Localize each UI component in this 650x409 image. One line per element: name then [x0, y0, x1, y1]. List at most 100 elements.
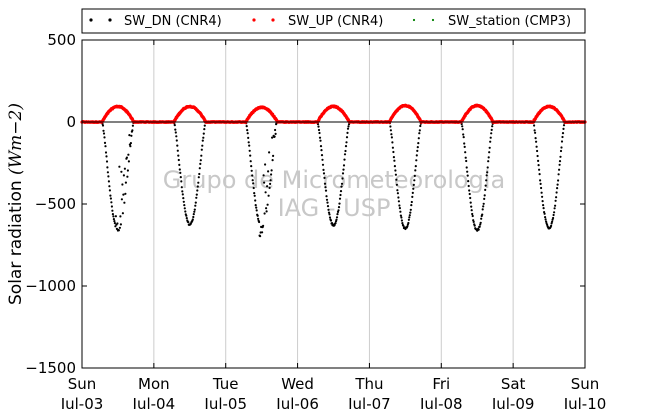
sw-dn-point: [328, 216, 332, 219]
sw-dn-point: [551, 220, 554, 223]
sw-dn-point: [119, 215, 122, 218]
sw-dn-point: [536, 154, 539, 158]
sw-dn-point: [533, 129, 536, 132]
sw-dn-point: [198, 167, 201, 170]
sw-dn-point: [253, 192, 256, 195]
sw-dn-point: [557, 179, 560, 182]
sw-dn-point: [412, 183, 415, 186]
sw-dn-point: [321, 158, 324, 161]
sw-dn-point: [263, 212, 266, 215]
sw-dn-point: [319, 145, 323, 148]
sw-dn-point: [319, 139, 322, 142]
sw-dn-point: [187, 221, 190, 224]
sw-dn-point: [183, 204, 186, 207]
sw-dn-point: [195, 196, 198, 199]
sw-dn-point: [534, 131, 537, 134]
sw-dn-point: [338, 202, 341, 205]
sw-dn-point: [336, 213, 339, 216]
sw-dn-point: [482, 202, 485, 205]
sw-dn-point: [325, 198, 329, 201]
sw-dn-point: [545, 220, 548, 223]
sw-dn-point: [318, 131, 321, 135]
sw-dn-point: [469, 201, 472, 204]
sw-dn-point: [126, 175, 129, 178]
sw-dn-point: [544, 218, 547, 221]
sw-dn-point: [101, 124, 105, 127]
sw-dn-point: [347, 123, 351, 126]
sw-dn-point: [257, 217, 260, 220]
sw-dn-point: [408, 214, 411, 217]
sw-dn-point: [408, 216, 411, 219]
sw-dn-point: [467, 180, 470, 183]
sw-dn-point: [464, 156, 467, 159]
y-axis-label-text: Solar radiation: [6, 175, 26, 305]
sw-dn-point: [130, 134, 133, 137]
sw-dn-point: [472, 219, 475, 222]
sw-dn-point: [318, 136, 322, 139]
sw-dn-point: [409, 208, 412, 211]
x-tick-labels: Sun Jul-03 Mon Jul-04 Tue Jul-05 Wed Jul-06 Thu J…: [60, 375, 607, 409]
sw-dn-point: [338, 197, 342, 200]
sw-dn-point: [268, 186, 271, 189]
sw-dn-point: [102, 129, 105, 132]
sw-dn-point: [339, 190, 343, 193]
sw-dn-point: [252, 182, 255, 185]
sw-dn-point: [253, 194, 256, 197]
sw-dn-point: [473, 224, 476, 227]
y-axis-label: Solar radiation (Wm−2): [6, 103, 26, 305]
sw-dn-point: [179, 176, 182, 179]
sw-dn-point: [269, 182, 272, 185]
sw-dn-point: [484, 188, 487, 191]
sw-dn-point: [246, 129, 249, 132]
sw-dn-point: [486, 166, 489, 169]
sw-dn-point: [323, 182, 327, 185]
sw-dn-point: [110, 205, 113, 208]
sw-dn-point: [485, 179, 488, 182]
sw-dn-point: [413, 174, 416, 177]
sw-dn-point: [181, 190, 184, 193]
sw-dn-point: [328, 213, 331, 216]
sw-dn-point: [193, 210, 196, 213]
sw-dn-point: [178, 163, 181, 166]
sw-dn-point: [197, 176, 200, 179]
sw-dn-point: [124, 192, 127, 195]
sw-dn-point: [180, 180, 183, 183]
legend-marker: [89, 18, 93, 22]
sw-dn-point: [265, 207, 268, 210]
sw-dn-point: [113, 220, 116, 223]
legend: SW_DN (CNR4) SW_UP (CNR4) SW_station (CMP3…: [81, 8, 586, 34]
sw-dn-point: [271, 159, 274, 162]
sw-dn-point: [554, 199, 557, 202]
sw-dn-point: [389, 129, 392, 132]
sw-dn-point: [393, 165, 396, 168]
tick-marks: [81, 39, 586, 369]
sw-dn-point: [118, 226, 121, 229]
sw-dn-point: [415, 159, 418, 162]
sw-dn-point: [270, 173, 273, 176]
sw-dn-point: [176, 149, 179, 152]
sw-dn-point: [126, 169, 129, 172]
sw-dn-point: [118, 165, 121, 168]
sw-dn-point: [483, 197, 486, 200]
x-tick-label-day: Sat: [501, 375, 526, 393]
sw-dn-point: [105, 160, 109, 163]
sw-dn-point: [262, 224, 265, 227]
sw-dn-point: [329, 219, 333, 222]
sw-dn-point: [539, 179, 542, 182]
x-tick-label-day: Sun: [68, 375, 97, 393]
x-tick-label-day: Sun: [571, 375, 600, 393]
sw-dn-point: [264, 163, 267, 166]
sw-dn-point: [125, 156, 128, 159]
sw-dn-point: [535, 140, 538, 143]
sw-dn-point: [128, 134, 131, 137]
sw-dn-point: [174, 128, 177, 131]
sw-dn-point: [463, 145, 466, 148]
sw-dn-point: [203, 124, 206, 127]
sw-dn-point: [407, 221, 410, 225]
sw-dn-point: [537, 164, 540, 167]
sw-dn-point: [246, 132, 249, 135]
sw-dn-point: [469, 196, 472, 200]
sw-dn-point: [263, 181, 266, 184]
sw-dn-point: [343, 153, 347, 156]
sw-dn-point: [486, 171, 489, 174]
